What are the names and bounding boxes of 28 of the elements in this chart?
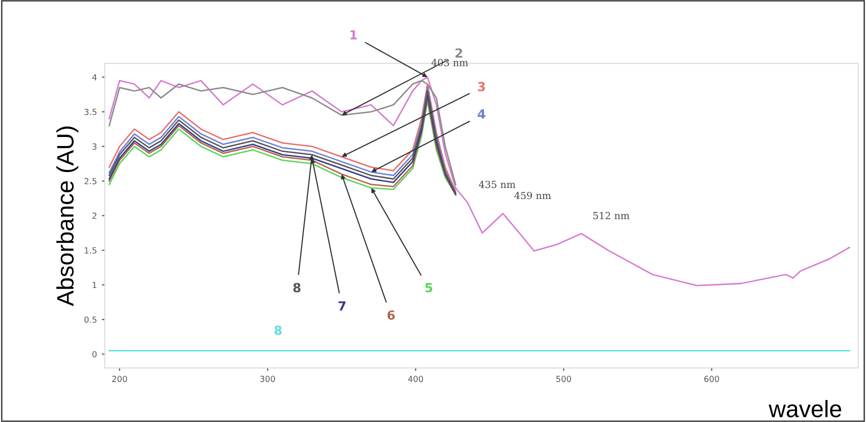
text: 3 [478,82,485,92]
x-tick-label: 200 [112,376,127,382]
x-tick-label: 600 [704,376,720,382]
text: 1 [350,30,357,40]
annotation: 435 nm [478,180,516,188]
series-label: 8 [274,326,282,336]
text: 7 [338,301,346,310]
y-tick-label: 1.5 [84,247,96,254]
annotation: 512 nm [593,212,630,220]
y-tick-label: 2 [92,212,96,219]
y-tick-label: 0 [92,351,97,358]
y-tick-label: 4 [92,74,97,80]
annotation: 459 nm [514,192,551,200]
y-tick-label: 0.5 [84,316,96,323]
x-axis-title: wavele [768,400,842,418]
text: 2 [456,48,462,58]
y-tick-label: 1 [92,282,96,288]
x-tick-label: 300 [260,376,276,382]
y-tick-label: 2.5 [84,178,96,184]
x-tick-label: 500 [556,376,572,382]
text: 4 [478,109,486,119]
y-tick-label: 3 [92,143,96,150]
y-tick-label: 3.5 [84,108,96,116]
x-tick-label: 400 [408,376,424,382]
text: 6 [388,310,395,320]
text: 5 [425,283,432,292]
y-axis-title: Absorbance (AU) [56,126,78,306]
text: 8 [293,282,300,292]
